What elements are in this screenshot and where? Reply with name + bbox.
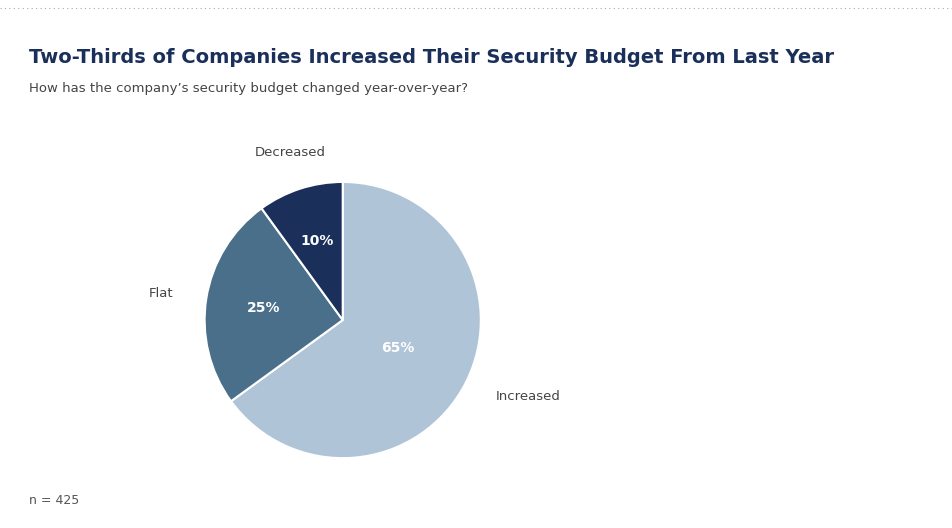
Wedge shape (231, 182, 481, 458)
Text: 10%: 10% (301, 234, 334, 248)
Text: 65%: 65% (382, 341, 415, 355)
Text: Increased: Increased (496, 390, 561, 403)
Text: n = 425: n = 425 (29, 494, 79, 507)
Text: Flat: Flat (149, 287, 173, 300)
Text: How has the company’s security budget changed year-over-year?: How has the company’s security budget ch… (29, 82, 467, 95)
Text: Decreased: Decreased (255, 146, 327, 159)
Text: 25%: 25% (247, 300, 280, 315)
Wedge shape (205, 209, 343, 401)
Text: Two-Thirds of Companies Increased Their Security Budget From Last Year: Two-Thirds of Companies Increased Their … (29, 48, 834, 67)
Wedge shape (262, 182, 343, 320)
